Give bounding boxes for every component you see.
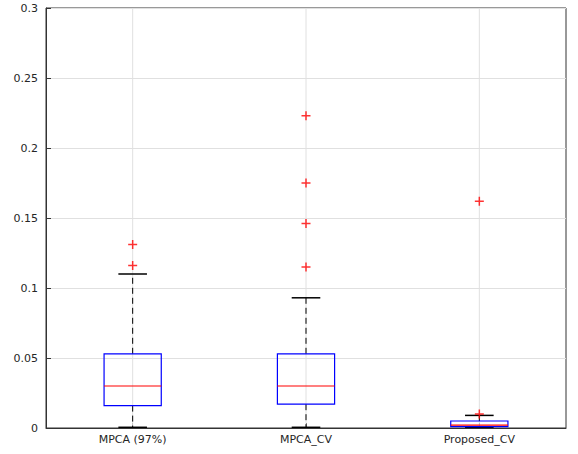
svg-text:0.1: 0.1 — [21, 282, 39, 295]
svg-text:0.05: 0.05 — [14, 352, 39, 365]
svg-text:MPCA_CV: MPCA_CV — [280, 433, 333, 446]
svg-text:0.25: 0.25 — [14, 72, 39, 85]
svg-text:MPCA (97%): MPCA (97%) — [99, 433, 167, 446]
svg-text:0.15: 0.15 — [14, 212, 39, 225]
svg-text:0.2: 0.2 — [21, 142, 39, 155]
svg-text:0: 0 — [31, 422, 38, 435]
svg-text:0.3: 0.3 — [21, 2, 39, 15]
svg-text:Proposed_CV: Proposed_CV — [444, 433, 516, 446]
